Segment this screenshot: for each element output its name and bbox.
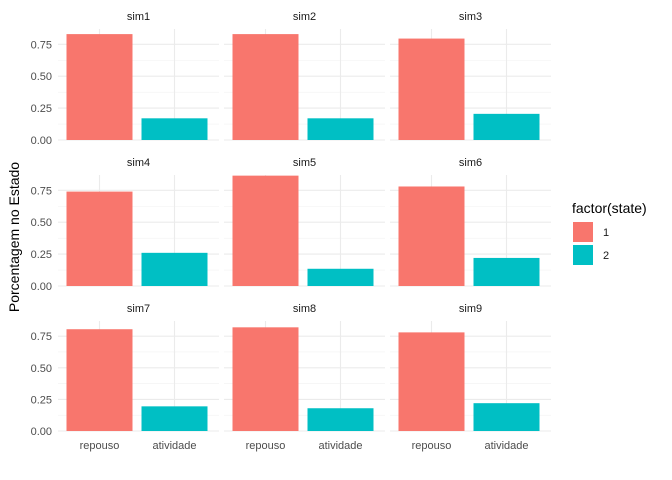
bar-atividade	[141, 252, 208, 286]
legend-key-1	[573, 222, 593, 242]
bar-repouso	[398, 332, 465, 431]
bar-atividade	[473, 257, 540, 286]
facet-title: sim3	[459, 11, 482, 23]
y-tick-label: 0.75	[31, 39, 52, 51]
facet-panel-sim4: sim4 0.00 0.25 0.50 0.75	[31, 157, 219, 293]
facet-title: sim4	[127, 157, 150, 169]
y-tick-label: 0.25	[31, 394, 52, 406]
facet-title: sim1	[127, 11, 150, 23]
legend-key-2	[573, 245, 593, 265]
bar-repouso	[66, 329, 133, 431]
bar-atividade	[307, 118, 374, 140]
y-tick-label: 0.00	[31, 281, 52, 293]
legend: factor(state) 1 2	[572, 200, 647, 265]
legend-label: 1	[603, 227, 609, 239]
bar-atividade	[307, 408, 374, 431]
facet-panel-sim1: sim1 0.00 0.25 0.50 0.75	[31, 11, 219, 147]
bar-repouso	[232, 175, 299, 286]
bar-atividade	[473, 403, 540, 431]
facet-panel-sim2: sim2	[224, 11, 385, 141]
x-tick-label: repouso	[246, 440, 286, 452]
y-tick-label: 0.75	[31, 185, 52, 197]
bar-atividade	[141, 118, 208, 140]
bar-repouso	[232, 327, 299, 431]
facet-panel-sim7: sim7 0.00 0.25 0.50 0.75 repouso atividade	[31, 303, 219, 452]
y-tick-label: 0.50	[31, 71, 52, 83]
bar-atividade	[307, 268, 374, 286]
x-tick-label: repouso	[412, 440, 452, 452]
x-tick-label: repouso	[80, 440, 120, 452]
legend-title: factor(state)	[572, 200, 647, 216]
facet-panel-sim6: sim6	[390, 157, 551, 287]
x-tick-label: atividade	[318, 440, 362, 452]
facet-title: sim8	[293, 303, 316, 315]
bar-repouso	[398, 186, 465, 286]
x-tick-label: atividade	[484, 440, 528, 452]
y-tick-label: 0.25	[31, 249, 52, 261]
bar-atividade	[473, 113, 540, 140]
facet-panel-sim5: sim5	[224, 157, 385, 287]
bar-repouso	[232, 34, 299, 140]
bar-atividade	[141, 406, 208, 431]
y-tick-label: 0.00	[31, 135, 52, 147]
y-tick-label: 0.00	[31, 426, 52, 438]
chart-panels: sim1 0.00 0.25 0.50 0.75 sim2 sim3 sim4 0.00 0.25…	[31, 11, 551, 452]
y-tick-label: 0.50	[31, 363, 52, 375]
y-tick-label: 0.50	[31, 217, 52, 229]
facet-panel-sim8: sim8 repouso atividade	[224, 303, 385, 452]
y-axis-label: Porcentagem no Estado	[6, 162, 22, 312]
bar-repouso	[398, 38, 465, 140]
bar-repouso	[66, 34, 133, 140]
facet-title: sim5	[293, 157, 316, 169]
facet-title: sim7	[127, 303, 150, 315]
facet-title: sim2	[293, 11, 316, 23]
y-tick-label: 0.75	[31, 331, 52, 343]
y-tick-label: 0.25	[31, 103, 52, 115]
facet-title: sim6	[459, 157, 482, 169]
facet-panel-sim9: sim9 repouso atividade	[390, 303, 551, 452]
bar-repouso	[66, 191, 133, 286]
legend-label: 2	[603, 250, 609, 262]
x-tick-label: atividade	[152, 440, 196, 452]
facet-title: sim9	[459, 303, 482, 315]
facet-panel-sim3: sim3	[390, 11, 551, 141]
